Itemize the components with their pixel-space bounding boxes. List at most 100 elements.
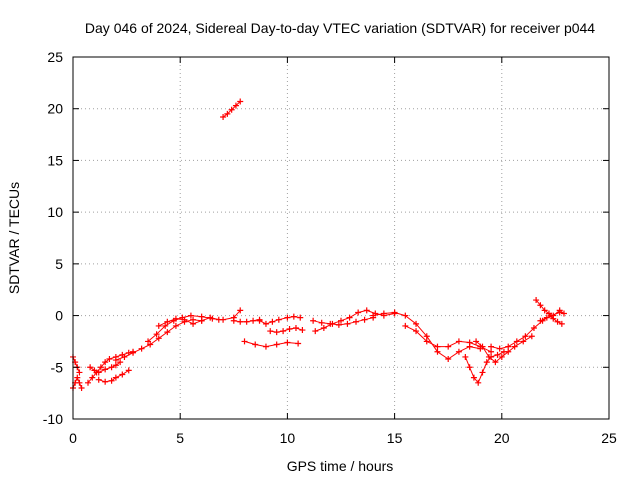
data-point [292, 324, 299, 331]
data-point [85, 379, 92, 386]
data-point [187, 312, 194, 319]
data-point [533, 297, 540, 304]
y-tick-label: 5 [55, 256, 63, 272]
data-point [470, 374, 477, 381]
x-axis-label: GPS time / hours [287, 458, 394, 474]
x-tick-label: 15 [387, 430, 403, 446]
data-point [413, 328, 420, 335]
data-point [434, 348, 441, 355]
y-tick-label: -10 [43, 411, 63, 427]
data-series-seg12 [256, 313, 304, 327]
y-tick-label: 10 [47, 204, 63, 220]
data-point [483, 359, 490, 366]
data-point [295, 340, 302, 347]
data-point [102, 359, 109, 366]
data-point [537, 317, 544, 324]
tick-labels: 0 5 10 15 20 25 -10 -5 0 5 10 15 20 25 [43, 49, 617, 446]
data-point [488, 343, 495, 350]
data-point [130, 349, 137, 356]
data-point [485, 353, 492, 360]
data-point [556, 307, 563, 314]
data-point [153, 331, 160, 338]
data-point [488, 348, 495, 355]
data-point [299, 327, 306, 334]
data-point [164, 329, 171, 336]
data-series-seg4 [87, 359, 124, 376]
data-point [95, 376, 102, 383]
data-point [220, 113, 227, 120]
data-point [479, 369, 486, 376]
data-point [155, 335, 162, 342]
data-point [290, 313, 297, 320]
data-point [237, 307, 244, 314]
data-point [370, 312, 377, 319]
series-line [72, 356, 80, 373]
data-point [550, 312, 557, 319]
data-point [95, 369, 102, 376]
data-point [250, 317, 257, 324]
data-point [286, 326, 293, 333]
data-point [522, 333, 529, 340]
data-point [560, 310, 567, 317]
data-layer [70, 98, 567, 391]
data-point [280, 328, 287, 335]
data-point [108, 364, 115, 371]
data-point [380, 310, 387, 317]
data-point [224, 110, 231, 117]
data-point [511, 343, 518, 350]
data-point [475, 379, 482, 386]
x-tick-label: 0 [69, 430, 77, 446]
data-point [318, 319, 325, 326]
data-series-seg21 [533, 297, 565, 327]
data-point [76, 369, 83, 376]
data-point [434, 343, 441, 350]
data-point [91, 367, 98, 374]
data-point [498, 353, 505, 360]
ticks [72, 56, 610, 420]
data-point [479, 343, 486, 350]
data-point [391, 309, 398, 316]
data-point [505, 343, 512, 350]
data-point [346, 314, 353, 321]
data-point [228, 106, 235, 113]
data-point [275, 316, 282, 323]
data-point [243, 318, 250, 325]
data-point [108, 377, 115, 384]
data-point [466, 339, 473, 346]
data-point [230, 317, 237, 324]
data-point [102, 378, 109, 385]
data-point [361, 316, 368, 323]
data-point [543, 314, 550, 321]
data-point [237, 98, 244, 105]
chart-title: Day 046 of 2024, Sidereal Day-to-day VTE… [85, 20, 595, 36]
data-point [269, 318, 276, 325]
data-point [89, 374, 96, 381]
data-point [87, 364, 94, 371]
data-point [97, 364, 104, 371]
y-tick-label: 20 [47, 101, 63, 117]
data-point [181, 316, 188, 323]
data-point [402, 322, 409, 329]
data-point [147, 341, 154, 348]
data-point [496, 345, 503, 352]
data-point [284, 339, 291, 346]
data-series-seg11 [241, 338, 302, 350]
data-point [237, 318, 244, 325]
data-point [273, 329, 280, 336]
data-point [554, 318, 561, 325]
data-point [284, 314, 291, 321]
data-point [541, 307, 548, 314]
data-point [162, 322, 169, 329]
data-point [329, 320, 336, 327]
data-series-seg16 [370, 309, 484, 363]
data-point [513, 338, 520, 345]
data-point [125, 367, 132, 374]
data-point [74, 374, 81, 381]
data-point [423, 338, 430, 345]
grid [73, 57, 609, 419]
data-point [528, 333, 535, 340]
data-point [445, 343, 452, 350]
data-point [262, 320, 269, 327]
